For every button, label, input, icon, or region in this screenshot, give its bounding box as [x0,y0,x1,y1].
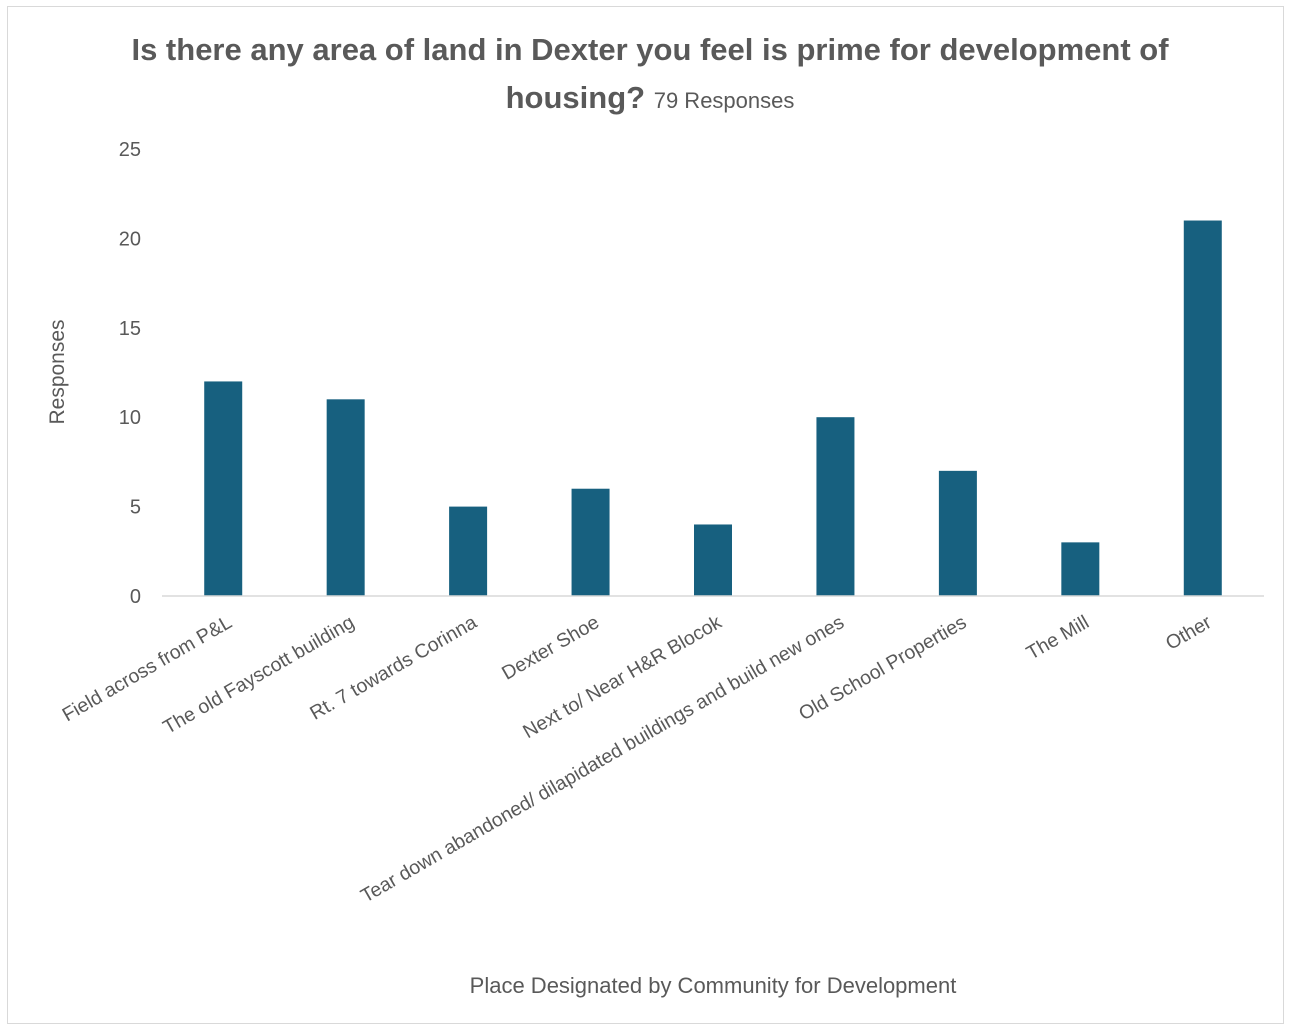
bar [938,470,977,596]
bar [1061,542,1100,596]
y-tick-label: 5 [130,497,141,519]
bar [1183,220,1222,596]
x-tick-label: The old Fayscott building [159,611,358,738]
y-axis-ticks: 0 5 10 15 20 25 [119,139,141,608]
y-tick-label: 10 [119,407,141,429]
bar [816,417,855,596]
x-tick-label: Dexter Shoe [498,611,603,684]
y-tick-label: 20 [119,228,141,250]
x-tick-label: Next to/ Near H&R Blocok [519,611,725,743]
bar [449,506,488,596]
chart-title: Is there any area of land in Dexter you … [60,26,1240,125]
x-tick-label: The Mill [1023,611,1093,664]
bar [694,524,732,596]
bars [204,220,1222,596]
x-axis-title: Place Designated by Community for Develo… [470,973,957,998]
bar [571,488,610,596]
chart-title-text: Is there any area of land in Dexter you … [131,32,1169,115]
y-tick-label: 0 [130,586,141,608]
y-axis-title: Responses [46,319,69,424]
x-tick-label: Other [1162,611,1216,655]
bar [326,399,365,596]
chart-subtitle: 79 Responses [653,88,795,113]
y-tick-label: 25 [119,139,141,161]
y-tick-label: 15 [119,318,141,340]
bar [204,381,243,596]
